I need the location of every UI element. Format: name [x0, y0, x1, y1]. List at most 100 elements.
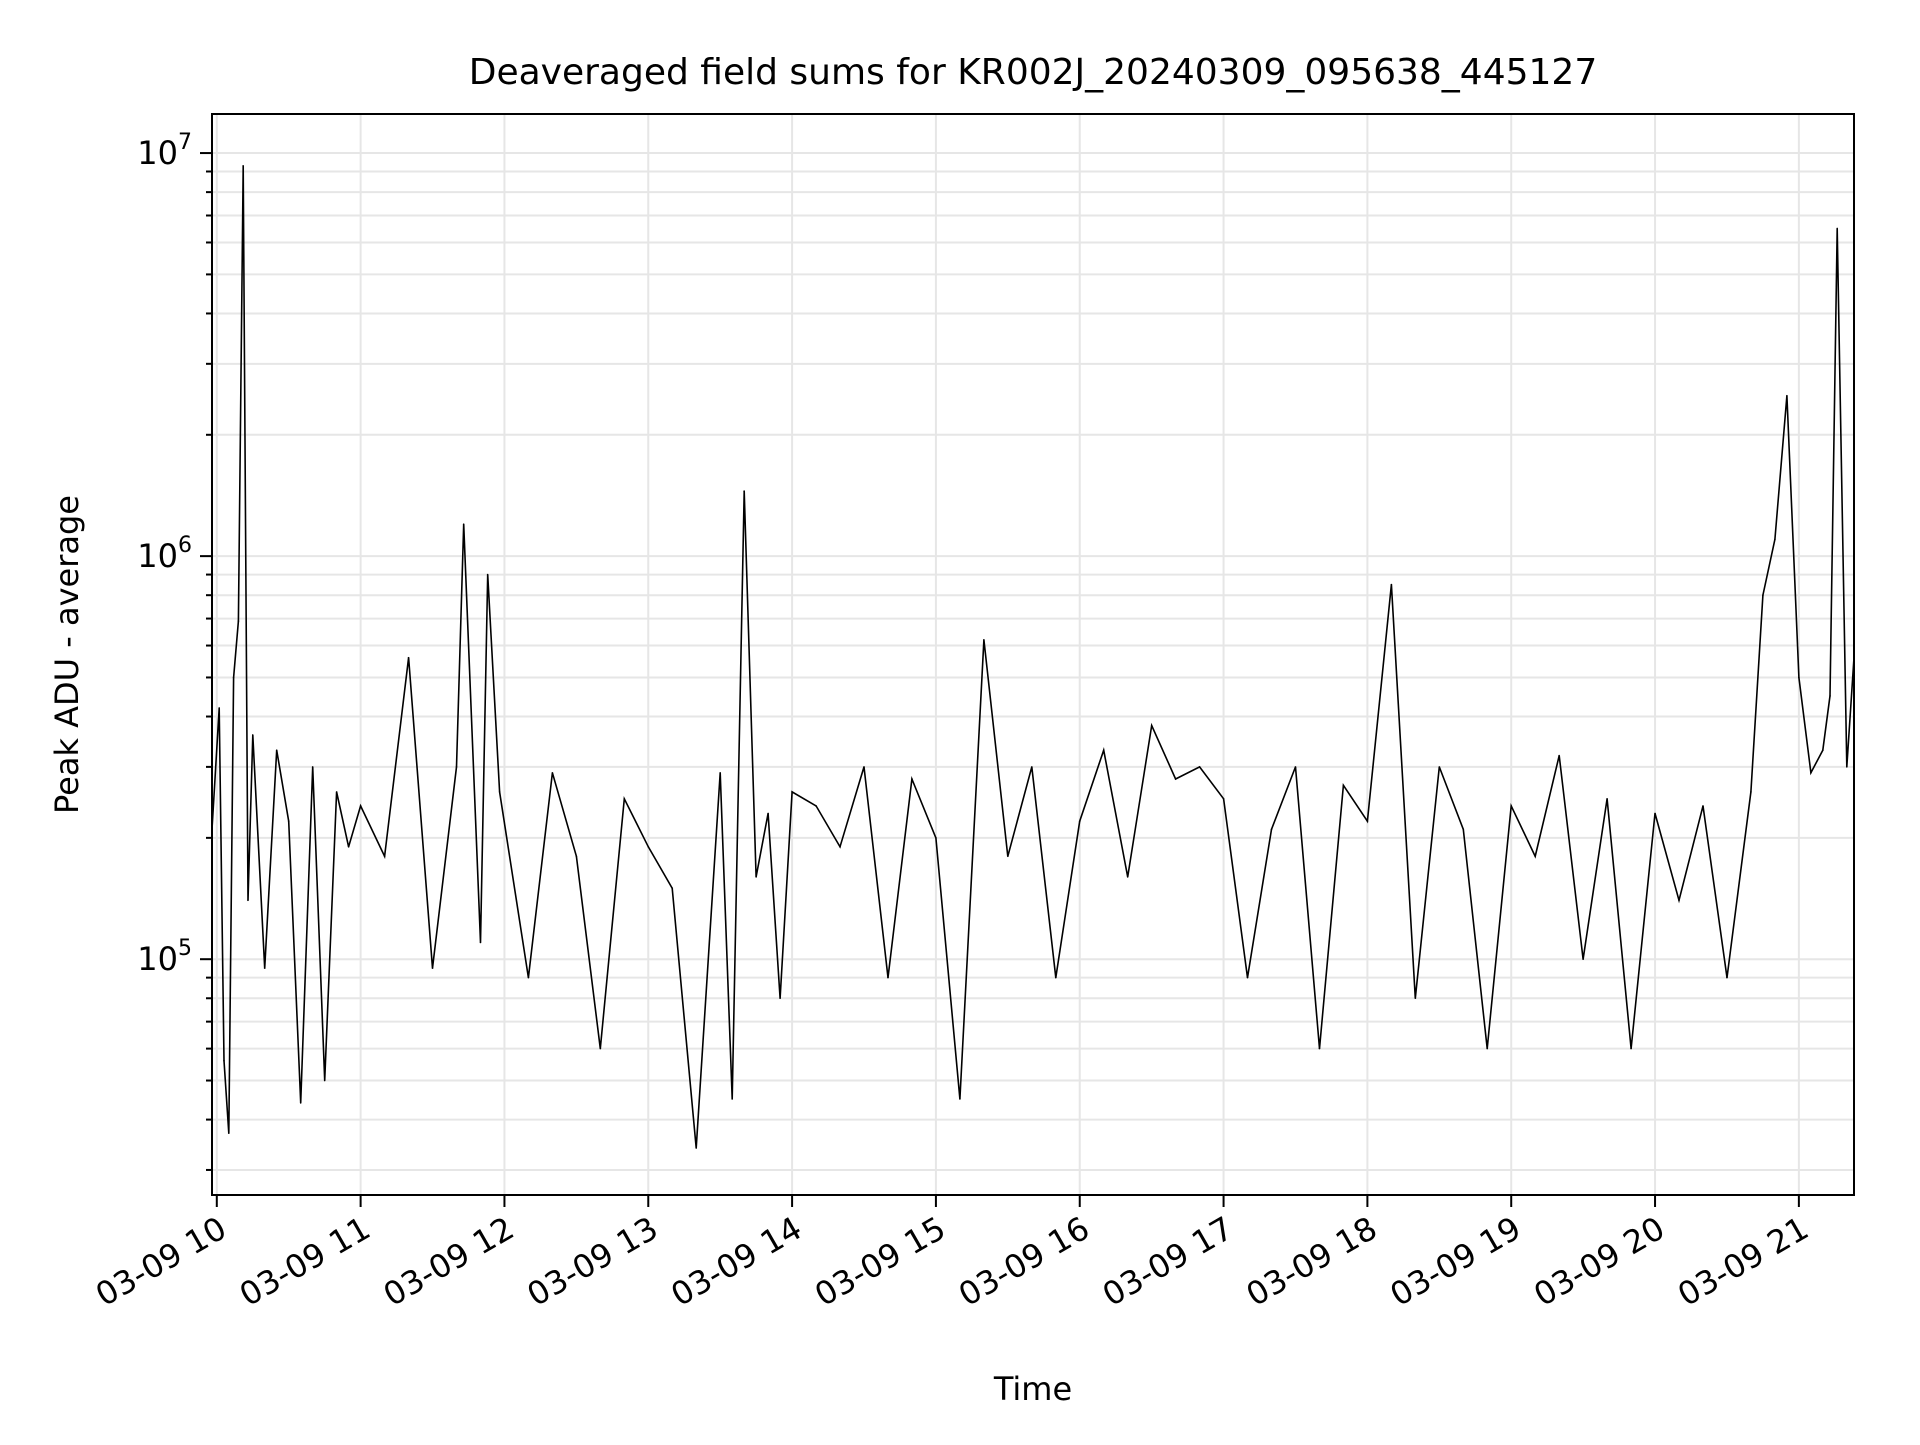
data-point — [935, 837, 937, 839]
data-point — [299, 1102, 302, 1104]
x-tick-label: 03-09 10 — [89, 1209, 233, 1314]
data-point — [1810, 772, 1812, 774]
data-point — [498, 791, 501, 793]
data-point — [311, 766, 314, 768]
data-point — [1678, 899, 1680, 902]
data-point — [1654, 812, 1656, 815]
data-point — [1786, 394, 1788, 397]
data-point — [1294, 766, 1297, 768]
data-point — [551, 772, 554, 774]
data-point — [1150, 724, 1153, 727]
data-point — [671, 887, 674, 890]
data-point — [1270, 828, 1273, 831]
data-point — [863, 766, 865, 768]
data-point — [815, 805, 817, 807]
grid-lines — [212, 114, 1854, 1195]
data-point — [575, 855, 578, 858]
data-point — [1390, 583, 1393, 586]
data-point — [731, 1098, 733, 1100]
data-point — [1246, 976, 1249, 979]
data-point — [1222, 797, 1225, 800]
x-tick-label: 03-09 17 — [1096, 1209, 1240, 1314]
data-point — [1174, 778, 1177, 780]
data-point — [383, 855, 386, 858]
data-point — [323, 1079, 326, 1082]
data-point — [1606, 797, 1608, 800]
data-point — [275, 749, 278, 751]
x-tick-label: 03-09 15 — [808, 1209, 952, 1314]
data-point — [599, 1047, 602, 1050]
data-point — [839, 846, 841, 848]
y-tick-label: 105 — [137, 936, 192, 978]
data-point — [1762, 594, 1764, 596]
data-point — [347, 846, 350, 848]
data-point — [527, 976, 530, 979]
data-point — [623, 797, 626, 800]
data-point — [407, 656, 410, 659]
y-axis: 105 106 107 — [137, 130, 212, 1171]
data-point — [1486, 1047, 1489, 1050]
data-point — [779, 997, 781, 1000]
data-point — [1438, 766, 1441, 768]
data-point — [767, 812, 769, 815]
data-point — [227, 1132, 230, 1135]
data-point — [1702, 805, 1704, 807]
data-point — [251, 734, 254, 736]
data-point — [462, 523, 465, 526]
data-point — [1558, 754, 1560, 757]
data-point — [1318, 1047, 1321, 1050]
x-tick-label: 03-09 12 — [377, 1209, 521, 1314]
data-point — [983, 639, 985, 641]
data-point — [1829, 695, 1831, 697]
x-tick-label: 03-09 11 — [233, 1209, 377, 1314]
data-point — [479, 941, 482, 944]
y-tick-label: 106 — [137, 533, 192, 575]
data-point — [791, 791, 793, 793]
data-point — [247, 899, 249, 902]
data-point — [1510, 805, 1513, 807]
data-point — [719, 772, 721, 774]
x-tick-label: 03-09 20 — [1527, 1209, 1671, 1314]
x-tick-label: 03-09 19 — [1384, 1209, 1528, 1314]
data-point — [232, 676, 235, 679]
data-point — [287, 820, 290, 822]
data-point — [1582, 958, 1584, 960]
data-point — [1031, 766, 1033, 768]
data-point — [359, 805, 362, 807]
x-axis-label: Time — [993, 1370, 1072, 1408]
data-point — [223, 1059, 225, 1062]
x-tick-label: 03-09 13 — [521, 1209, 665, 1314]
data-point — [242, 164, 244, 167]
data-point — [1726, 976, 1728, 979]
data-point — [431, 967, 434, 969]
data-point — [647, 846, 650, 848]
x-axis: 03-09 10 03-09 11 03-09 12 03-09 13 03-09 14… — [89, 1195, 1815, 1314]
data-point — [1102, 749, 1105, 751]
data-point — [1054, 976, 1057, 979]
data-point — [1462, 828, 1465, 831]
data-point — [1366, 820, 1369, 822]
axes-frame — [211, 113, 1855, 1196]
data-point — [1846, 766, 1848, 768]
data-point — [1007, 855, 1009, 858]
data-point — [959, 1098, 961, 1100]
data-point — [1342, 784, 1345, 787]
y-tick-exponent: 7 — [178, 130, 192, 155]
data-point — [1414, 997, 1417, 1000]
chart-title: Deaveraged field sums for KR002J_2024030… — [469, 52, 1597, 93]
data-point — [1750, 791, 1752, 793]
data-point — [1078, 820, 1081, 822]
x-tick-label: 03-09 14 — [664, 1209, 808, 1314]
data-point — [263, 967, 266, 969]
data-point — [911, 778, 913, 780]
data-point — [218, 707, 220, 709]
y-tick-exponent: 5 — [178, 936, 192, 961]
data-point — [755, 876, 757, 878]
y-axis-label: Peak ADU - average — [48, 495, 86, 814]
x-tick-label: 03-09 21 — [1671, 1209, 1815, 1314]
x-tick-label: 03-09 16 — [952, 1209, 1096, 1314]
y-tick-label: 107 — [137, 130, 192, 172]
data-point — [743, 490, 745, 492]
data-point — [455, 766, 458, 768]
